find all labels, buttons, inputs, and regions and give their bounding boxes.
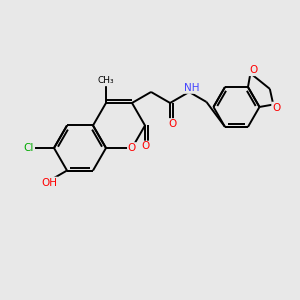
- Text: Cl: Cl: [24, 143, 34, 153]
- Text: O: O: [141, 142, 149, 152]
- Text: NH: NH: [184, 83, 200, 93]
- Text: O: O: [168, 119, 176, 129]
- Text: O: O: [272, 103, 281, 112]
- Text: O: O: [249, 65, 257, 75]
- Text: O: O: [128, 143, 136, 153]
- Text: OH: OH: [41, 178, 57, 188]
- Text: CH₃: CH₃: [98, 76, 114, 85]
